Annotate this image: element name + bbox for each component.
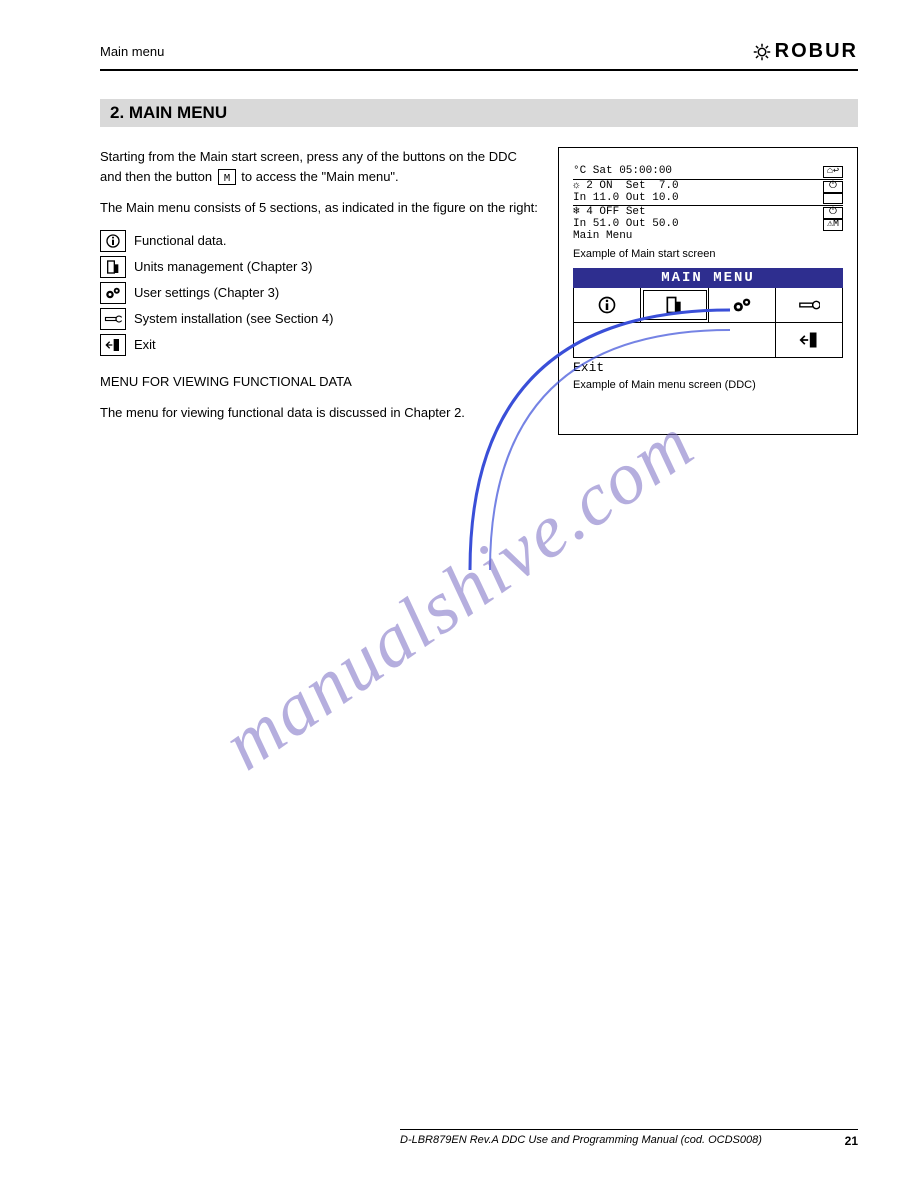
list-item: Functional data. xyxy=(100,230,538,252)
header-rule xyxy=(100,69,858,71)
list-item: Exit xyxy=(100,334,538,356)
exit-label: Exit xyxy=(573,360,843,375)
body-text-column: Starting from the Main start screen, pre… xyxy=(100,147,538,435)
section-label: Main menu xyxy=(100,44,164,59)
brand-logo: ROBUR xyxy=(753,40,858,63)
info-icon xyxy=(100,230,126,252)
lcd-status-screen: °C Sat 05:00:00⌂↩ ☼ 2 ON Set 7.0⏻ In 11.… xyxy=(573,166,843,242)
warn-icon: ⚠M xyxy=(823,219,843,231)
units-icon xyxy=(100,256,126,278)
gear-icon xyxy=(753,43,771,61)
exit-icon xyxy=(100,334,126,356)
menu-units-button[interactable] xyxy=(641,288,708,322)
power-icon: ⏻ xyxy=(823,207,843,219)
gears-icon xyxy=(100,282,126,304)
menu-item-list: Functional data. Units management (Chapt… xyxy=(100,230,538,356)
home-icon: ⌂↩ xyxy=(823,166,843,178)
note-line-1: MENU FOR VIEWING FUNCTIONAL DATA xyxy=(100,372,538,392)
chapter-heading: 2. MAIN MENU xyxy=(100,99,858,127)
logo-text: ROBUR xyxy=(775,40,858,63)
page-footer: D-LBR879EN Rev.A DDC Use and Programming… xyxy=(100,1129,858,1148)
menu-settings-button[interactable] xyxy=(709,288,776,322)
figure-caption-bottom: Example of Main menu screen (DDC) xyxy=(573,379,843,391)
intro-paragraph: Starting from the Main start screen, pre… xyxy=(100,147,538,186)
watermark: manualshive.com xyxy=(208,400,710,788)
list-item: User settings (Chapter 3) xyxy=(100,282,538,304)
menu-icon-row xyxy=(573,288,843,323)
menu-intro: The Main menu consists of 5 sections, as… xyxy=(100,198,538,218)
menu-exit-button[interactable] xyxy=(775,323,842,357)
note-line-2: The menu for viewing functional data is … xyxy=(100,403,538,423)
page-header: Main menu ROBUR xyxy=(100,40,858,63)
menu-title-bar: MAIN MENU xyxy=(573,268,843,288)
svg-text:M: M xyxy=(224,173,230,182)
menu-info-button[interactable] xyxy=(574,288,641,322)
menu-icon-row-2 xyxy=(573,323,843,358)
menu-install-button[interactable] xyxy=(776,288,842,322)
page-number: 21 xyxy=(845,1134,858,1148)
menu-button-icon: M xyxy=(218,169,236,185)
footer-doc-id: D-LBR879EN Rev.A DDC Use and Programming… xyxy=(400,1134,762,1148)
list-item: Units management (Chapter 3) xyxy=(100,256,538,278)
wrench-icon xyxy=(100,308,126,330)
list-item: System installation (see Section 4) xyxy=(100,308,538,330)
power-icon: ⏻ xyxy=(823,181,843,193)
figure-caption-top: Example of Main start screen xyxy=(573,248,843,260)
figure-panel: °C Sat 05:00:00⌂↩ ☼ 2 ON Set 7.0⏻ In 11.… xyxy=(558,147,858,435)
